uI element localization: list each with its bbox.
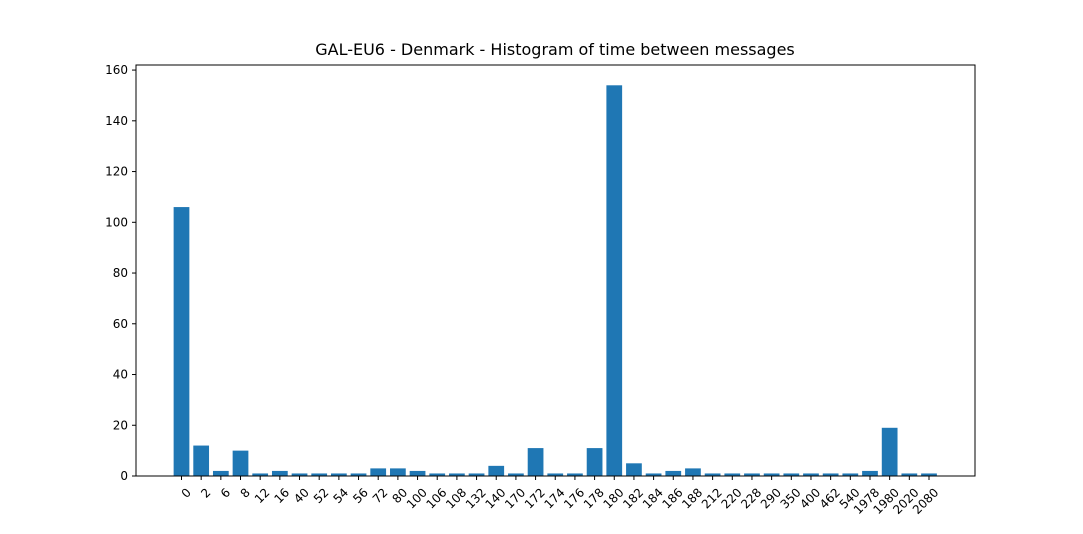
y-tick-label: 100 [105,215,128,229]
bar-0 [173,207,190,476]
bar-108 [449,473,465,476]
bar-54 [331,473,347,476]
bar-2 [193,445,210,476]
bar-72 [370,468,387,476]
bar-6 [212,470,229,476]
x-tick-label: 16 [271,485,292,506]
bar-174 [547,473,564,476]
bar-184 [645,473,662,476]
y-tick-label: 80 [113,266,128,280]
bar-400 [803,473,819,476]
bar-186 [665,470,682,476]
x-tick-label: 2 [198,485,213,500]
y-tick-label: 60 [113,317,128,331]
bar-140 [488,465,505,476]
y-tick-label: 160 [105,63,128,77]
bar-176 [567,473,583,476]
x-tick-label: 8 [238,485,253,500]
y-tick-label: 0 [120,469,128,483]
bar-170 [508,473,524,476]
bar-212 [704,473,721,476]
bars [173,85,937,476]
y-tick-label: 140 [105,114,128,128]
y-tick-label: 40 [113,368,128,382]
bar-220 [724,473,741,476]
bar-12 [252,473,269,476]
bar-132 [468,473,485,476]
plot-frame [135,64,976,477]
bar-350 [783,473,800,476]
chart-title: GAL-EU6 - Denmark - Histogram of time be… [315,40,795,59]
bar-178 [586,448,603,476]
x-tick-label: 56 [350,485,371,506]
x-tick-label: 52 [311,485,332,506]
bar-1978 [862,470,878,476]
bar-16 [271,470,288,476]
y-axis: 0 20 40 60 80 100 120 140 160 [105,63,136,483]
bar-106 [429,473,446,476]
x-tick-label: 6 [218,485,233,500]
bar-290 [763,473,780,476]
bar-172 [527,448,544,476]
x-tick-label: 72 [370,485,391,506]
x-tick-label: 54 [331,485,352,506]
bar-188 [685,468,701,476]
bar-8 [232,450,249,476]
bar-228 [744,473,760,476]
bar-1980 [881,427,898,476]
bar-462 [822,473,839,476]
bar-182 [626,463,642,476]
bar-2080 [921,473,937,476]
bar-56 [350,473,367,476]
x-tick-label: 40 [291,485,312,506]
x-tick-label: 12 [252,485,273,506]
bar-2020 [901,473,918,476]
y-tick-label: 120 [105,165,128,179]
bar-52 [311,473,328,476]
bar-100 [409,470,426,476]
bar-40 [291,473,308,476]
x-axis: 0 2 6 8121640525456728010010610813214017017… [179,476,941,517]
y-tick-label: 20 [113,418,128,432]
bar-80 [390,468,406,476]
bar-540 [842,473,859,476]
x-tick-label: 0 [179,485,194,500]
bar-180 [606,85,623,476]
